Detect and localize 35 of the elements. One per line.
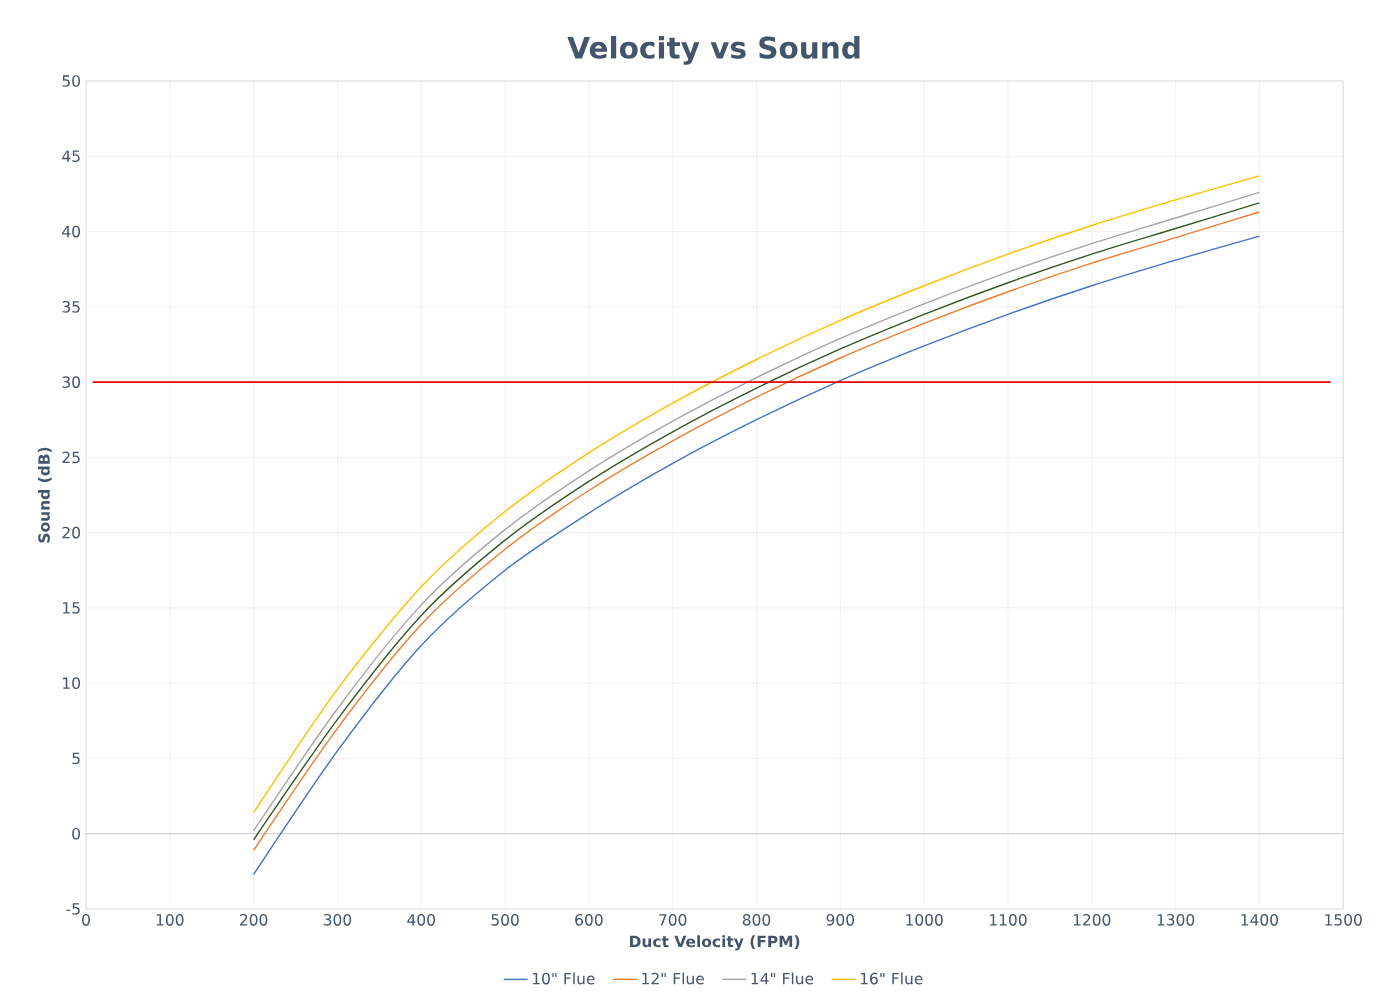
y-tick-label: 10 [63, 677, 80, 690]
y-tick-label: 0 [72, 827, 80, 840]
x-axis-title: Duct Velocity (FPM) [629, 935, 800, 951]
x-tick-label: 400 [407, 913, 435, 926]
legend-label: 16" Flue [860, 972, 923, 985]
x-tick-label: 1400 [1241, 913, 1279, 926]
x-tick-label: 1300 [1157, 913, 1195, 926]
x-tick-label: 1200 [1073, 913, 1111, 926]
x-tick-label: 1500 [1325, 913, 1362, 926]
x-tick-label: 300 [323, 913, 352, 926]
legend-label: 12" Flue [642, 972, 704, 985]
y-tick-label: 15 [63, 602, 80, 614]
y-tick-label: 50 [62, 75, 80, 87]
x-tick-label: 0 [82, 913, 90, 926]
x-tick-label: 800 [742, 913, 771, 926]
y-tick-label: 5 [72, 752, 80, 765]
x-tick-label: 900 [826, 913, 855, 926]
y-tick-label: -5 [66, 903, 80, 915]
y-axis-title: Sound (dB) [37, 447, 52, 543]
y-tick-label: 45 [62, 150, 80, 163]
x-tick-label: 600 [575, 913, 603, 926]
legend-label: 14" Flue [751, 972, 814, 985]
y-tick-label: 30 [62, 376, 80, 388]
x-tick-label: 1100 [989, 913, 1027, 926]
y-tick-label: 35 [62, 300, 80, 313]
y-tick-label: 40 [62, 225, 80, 238]
chart-title: Velocity vs Sound [567, 35, 860, 65]
x-tick-label: 100 [156, 913, 184, 926]
x-tick-label: 200 [240, 913, 268, 926]
legend-label: 10" Flue [532, 972, 595, 985]
x-tick-label: 700 [659, 913, 687, 926]
x-tick-label: 500 [491, 913, 519, 926]
x-tick-label: 1000 [906, 913, 943, 926]
y-tick-label: 25 [62, 451, 80, 464]
y-tick-label: 20 [62, 526, 80, 539]
